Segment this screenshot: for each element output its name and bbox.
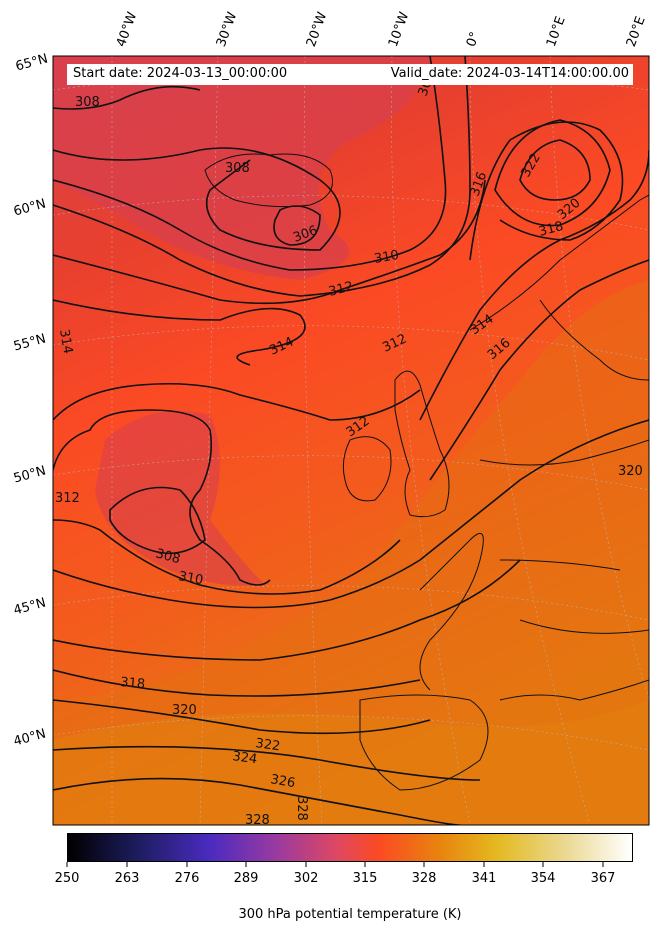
contour-label: 310 bbox=[373, 248, 400, 267]
colorbar-tick-label: 289 bbox=[233, 871, 259, 886]
contour-label: 310 bbox=[177, 569, 204, 588]
colorbar-label: 300 hPa potential temperature (K) bbox=[238, 907, 462, 922]
contour-label: 324 bbox=[231, 749, 258, 767]
iceland-coast bbox=[204, 153, 333, 208]
cold-region-southwest bbox=[95, 410, 265, 586]
cold-region-north bbox=[53, 56, 430, 280]
contour-label: 328 bbox=[245, 813, 270, 828]
colorbar-tick-label: 367 bbox=[590, 871, 616, 886]
colorbar-tick-label: 315 bbox=[352, 871, 378, 886]
colorbar-tick-label: 354 bbox=[530, 871, 556, 886]
colorbar-tickmarks bbox=[66, 862, 604, 867]
colorbar-tick-label: 276 bbox=[174, 871, 200, 886]
contour-label: 312 bbox=[327, 279, 355, 300]
contour-label: 320 bbox=[618, 464, 643, 479]
colorbar-tick-label: 302 bbox=[293, 871, 319, 886]
contour-label: 326 bbox=[269, 772, 296, 791]
colorbar-tick-label: 263 bbox=[114, 871, 140, 886]
contour-label: 328 bbox=[294, 796, 309, 821]
map-frame bbox=[52, 55, 650, 826]
contour-label: 322 bbox=[254, 736, 281, 754]
contour-label: 308 bbox=[75, 95, 100, 110]
contour-label: 308 bbox=[225, 161, 250, 176]
contour-label: 308 bbox=[154, 546, 182, 567]
scandinavia-coast bbox=[469, 194, 649, 381]
ireland-coast bbox=[342, 436, 392, 502]
iberia-coast bbox=[359, 694, 489, 791]
europe-borders bbox=[479, 439, 649, 634]
uk-coast bbox=[394, 370, 450, 518]
coastlines bbox=[204, 153, 649, 791]
start-date-label: Start date: 2024-03-13_00:00:00 bbox=[73, 66, 288, 81]
colorbar-tick-label: 328 bbox=[411, 871, 437, 886]
contour-label: 318 bbox=[120, 675, 146, 692]
date-header: Start date: 2024-03-13_00:00:00 Valid_da… bbox=[67, 64, 633, 85]
contour-label: 312 bbox=[55, 491, 80, 506]
mediterranean-coast bbox=[499, 679, 649, 701]
colorbar-tick-label: 250 bbox=[54, 871, 80, 886]
colorbar bbox=[67, 833, 633, 862]
colorbar-tick-label: 341 bbox=[471, 871, 497, 886]
france-coast bbox=[419, 532, 484, 691]
contour-label: 314 bbox=[56, 328, 75, 355]
warm-region-east bbox=[53, 280, 649, 825]
isentropes bbox=[53, 56, 649, 825]
contour-label: 318 bbox=[537, 219, 565, 240]
contour-label: 320 bbox=[172, 703, 197, 718]
valid-date-label: Valid_date: 2024-03-14T14:00:00.00 bbox=[390, 66, 629, 81]
